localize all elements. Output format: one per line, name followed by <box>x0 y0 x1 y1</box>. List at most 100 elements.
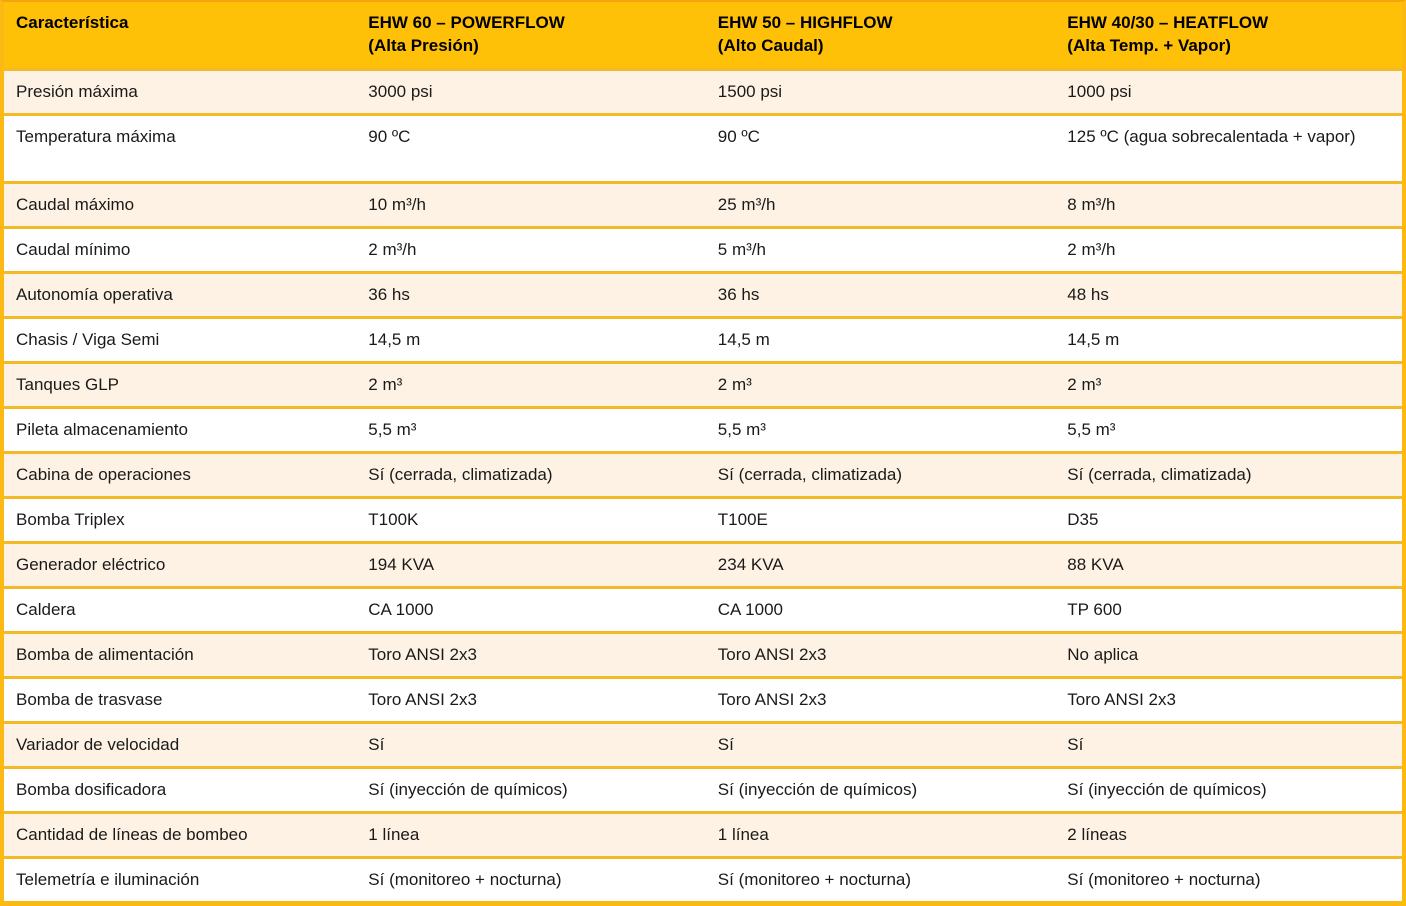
value-cell: T100K <box>356 496 706 541</box>
column-header-label: EHW 40/30 – HEATFLOW <box>1067 13 1269 32</box>
table-row: Chasis / Viga Semi 14,5 m 14,5 m 14,5 m <box>4 316 1402 361</box>
value-cell: 5 m³/h <box>705 226 1056 271</box>
value-cell: 14,5 m <box>1055 316 1402 361</box>
value-cell: Sí (inyección de químicos) <box>356 766 706 811</box>
value-cell: 1500 psi <box>705 68 1056 113</box>
value-cell: Sí (inyección de químicos) <box>1055 766 1402 811</box>
value-cell: CA 1000 <box>356 586 706 631</box>
table-row: Bomba Triplex T100K T100E D35 <box>4 496 1402 541</box>
value-cell: Sí <box>705 721 1056 766</box>
value-cell: 194 KVA <box>356 541 706 586</box>
value-cell: T100E <box>705 496 1056 541</box>
column-header-ehw4030-heatflow: EHW 40/30 – HEATFLOW (Alta Temp. + Vapor… <box>1055 2 1402 68</box>
feature-cell: Presión máxima <box>4 68 357 113</box>
value-cell: 1 línea <box>356 811 706 856</box>
feature-cell: Cabina de operaciones <box>4 451 357 496</box>
value-cell: 2 m³/h <box>1055 226 1402 271</box>
value-cell: 25 m³/h <box>705 181 1056 226</box>
value-cell: 36 hs <box>705 271 1056 316</box>
column-header-label: EHW 50 – HIGHFLOW <box>717 13 893 32</box>
value-cell: Sí (cerrada, climatizada) <box>1055 451 1402 496</box>
value-cell: Sí (monitoreo + nocturna) <box>705 856 1056 901</box>
value-cell: Toro ANSI 2x3 <box>356 676 706 721</box>
table-row: Presión máxima 3000 psi 1500 psi 1000 psi <box>4 68 1402 113</box>
feature-cell: Caudal máximo <box>4 181 357 226</box>
value-cell: Sí <box>356 721 706 766</box>
table-body: Presión máxima 3000 psi 1500 psi 1000 psi Te… <box>4 68 1402 901</box>
table-row: Caudal máximo 10 m³/h 25 m³/h 8 m³/h <box>4 181 1402 226</box>
value-cell: 125 ºC (agua sobrecalentada + vapor) <box>1055 113 1402 181</box>
feature-cell: Bomba de trasvase <box>4 676 357 721</box>
feature-cell: Chasis / Viga Semi <box>4 316 357 361</box>
value-cell: Sí (cerrada, climatizada) <box>356 451 706 496</box>
table-row: Bomba de trasvase Toro ANSI 2x3 Toro ANSI … <box>4 676 1402 721</box>
column-header-sub: (Alta Temp. + Vapor) <box>1067 36 1231 55</box>
value-cell: 8 m³/h <box>1055 181 1402 226</box>
table-row: Bomba de alimentación Toro ANSI 2x3 Toro A… <box>4 631 1402 676</box>
table-row: Autonomía operativa 36 hs 36 hs 48 hs <box>4 271 1402 316</box>
header-row: Característica EHW 60 – POWERFLOW (Alta … <box>4 2 1402 68</box>
feature-cell: Generador eléctrico <box>4 541 357 586</box>
value-cell: 14,5 m <box>705 316 1056 361</box>
value-cell: 2 líneas <box>1055 811 1402 856</box>
value-cell: 36 hs <box>356 271 706 316</box>
table-row: Cantidad de líneas de bombeo 1 línea 1 lín… <box>4 811 1402 856</box>
table-header: Característica EHW 60 – POWERFLOW (Alta … <box>4 2 1402 68</box>
value-cell: 48 hs <box>1055 271 1402 316</box>
value-cell: 1 línea <box>705 811 1056 856</box>
value-cell: 2 m³ <box>1055 361 1402 406</box>
feature-cell: Caudal mínimo <box>4 226 357 271</box>
value-cell: Sí (monitoreo + nocturna) <box>356 856 706 901</box>
column-header-sub: (Alto Caudal) <box>717 36 824 55</box>
value-cell: Toro ANSI 2x3 <box>1055 676 1402 721</box>
column-header-ehw50-highflow: EHW 50 – HIGHFLOW (Alto Caudal) <box>705 2 1056 68</box>
spec-comparison-table: Característica EHW 60 – POWERFLOW (Alta … <box>4 2 1402 901</box>
value-cell: Toro ANSI 2x3 <box>356 631 706 676</box>
value-cell: 14,5 m <box>356 316 706 361</box>
column-header-label: EHW 60 – POWERFLOW <box>368 13 565 32</box>
feature-cell: Variador de velocidad <box>4 721 357 766</box>
value-cell: 88 KVA <box>1055 541 1402 586</box>
value-cell: 1000 psi <box>1055 68 1402 113</box>
table-row: Cabina de operaciones Sí (cerrada, climat… <box>4 451 1402 496</box>
feature-cell: Caldera <box>4 586 357 631</box>
feature-cell: Bomba dosificadora <box>4 766 357 811</box>
value-cell: 3000 psi <box>356 68 706 113</box>
feature-cell: Bomba Triplex <box>4 496 357 541</box>
value-cell: 2 m³/h <box>356 226 706 271</box>
feature-cell: Autonomía operativa <box>4 271 357 316</box>
column-header-label: Característica <box>16 13 129 32</box>
value-cell: Toro ANSI 2x3 <box>705 676 1056 721</box>
value-cell: 90 ºC <box>705 113 1056 181</box>
value-cell: 90 ºC <box>356 113 706 181</box>
value-cell: 5,5 m³ <box>705 406 1056 451</box>
feature-cell: Bomba de alimentación <box>4 631 357 676</box>
table-row: Generador eléctrico 194 KVA 234 KVA 88 KVA <box>4 541 1402 586</box>
value-cell: Sí (inyección de químicos) <box>705 766 1056 811</box>
value-cell: Sí (cerrada, climatizada) <box>705 451 1056 496</box>
feature-cell: Tanques GLP <box>4 361 357 406</box>
table-row: Pileta almacenamiento 5,5 m³ 5,5 m³ 5,5 m³ <box>4 406 1402 451</box>
value-cell: 2 m³ <box>356 361 706 406</box>
column-header-sub: (Alta Presión) <box>368 36 479 55</box>
value-cell: Toro ANSI 2x3 <box>705 631 1056 676</box>
value-cell: D35 <box>1055 496 1402 541</box>
table-row: Variador de velocidad Sí Sí Sí <box>4 721 1402 766</box>
feature-cell: Temperatura máxima <box>4 113 357 181</box>
value-cell: 5,5 m³ <box>1055 406 1402 451</box>
value-cell: CA 1000 <box>705 586 1056 631</box>
value-cell: 5,5 m³ <box>356 406 706 451</box>
column-header-ehw60-powerflow: EHW 60 – POWERFLOW (Alta Presión) <box>356 2 706 68</box>
table-row: Caudal mínimo 2 m³/h 5 m³/h 2 m³/h <box>4 226 1402 271</box>
value-cell: 2 m³ <box>705 361 1056 406</box>
value-cell: 10 m³/h <box>356 181 706 226</box>
table-row: Caldera CA 1000 CA 1000 TP 600 <box>4 586 1402 631</box>
feature-cell: Telemetría e iluminación <box>4 856 357 901</box>
value-cell: TP 600 <box>1055 586 1402 631</box>
value-cell: 234 KVA <box>705 541 1056 586</box>
table-row: Tanques GLP 2 m³ 2 m³ 2 m³ <box>4 361 1402 406</box>
table-row: Temperatura máxima 90 ºC 90 ºC 125 ºC (agua… <box>4 113 1402 181</box>
value-cell: Sí <box>1055 721 1402 766</box>
